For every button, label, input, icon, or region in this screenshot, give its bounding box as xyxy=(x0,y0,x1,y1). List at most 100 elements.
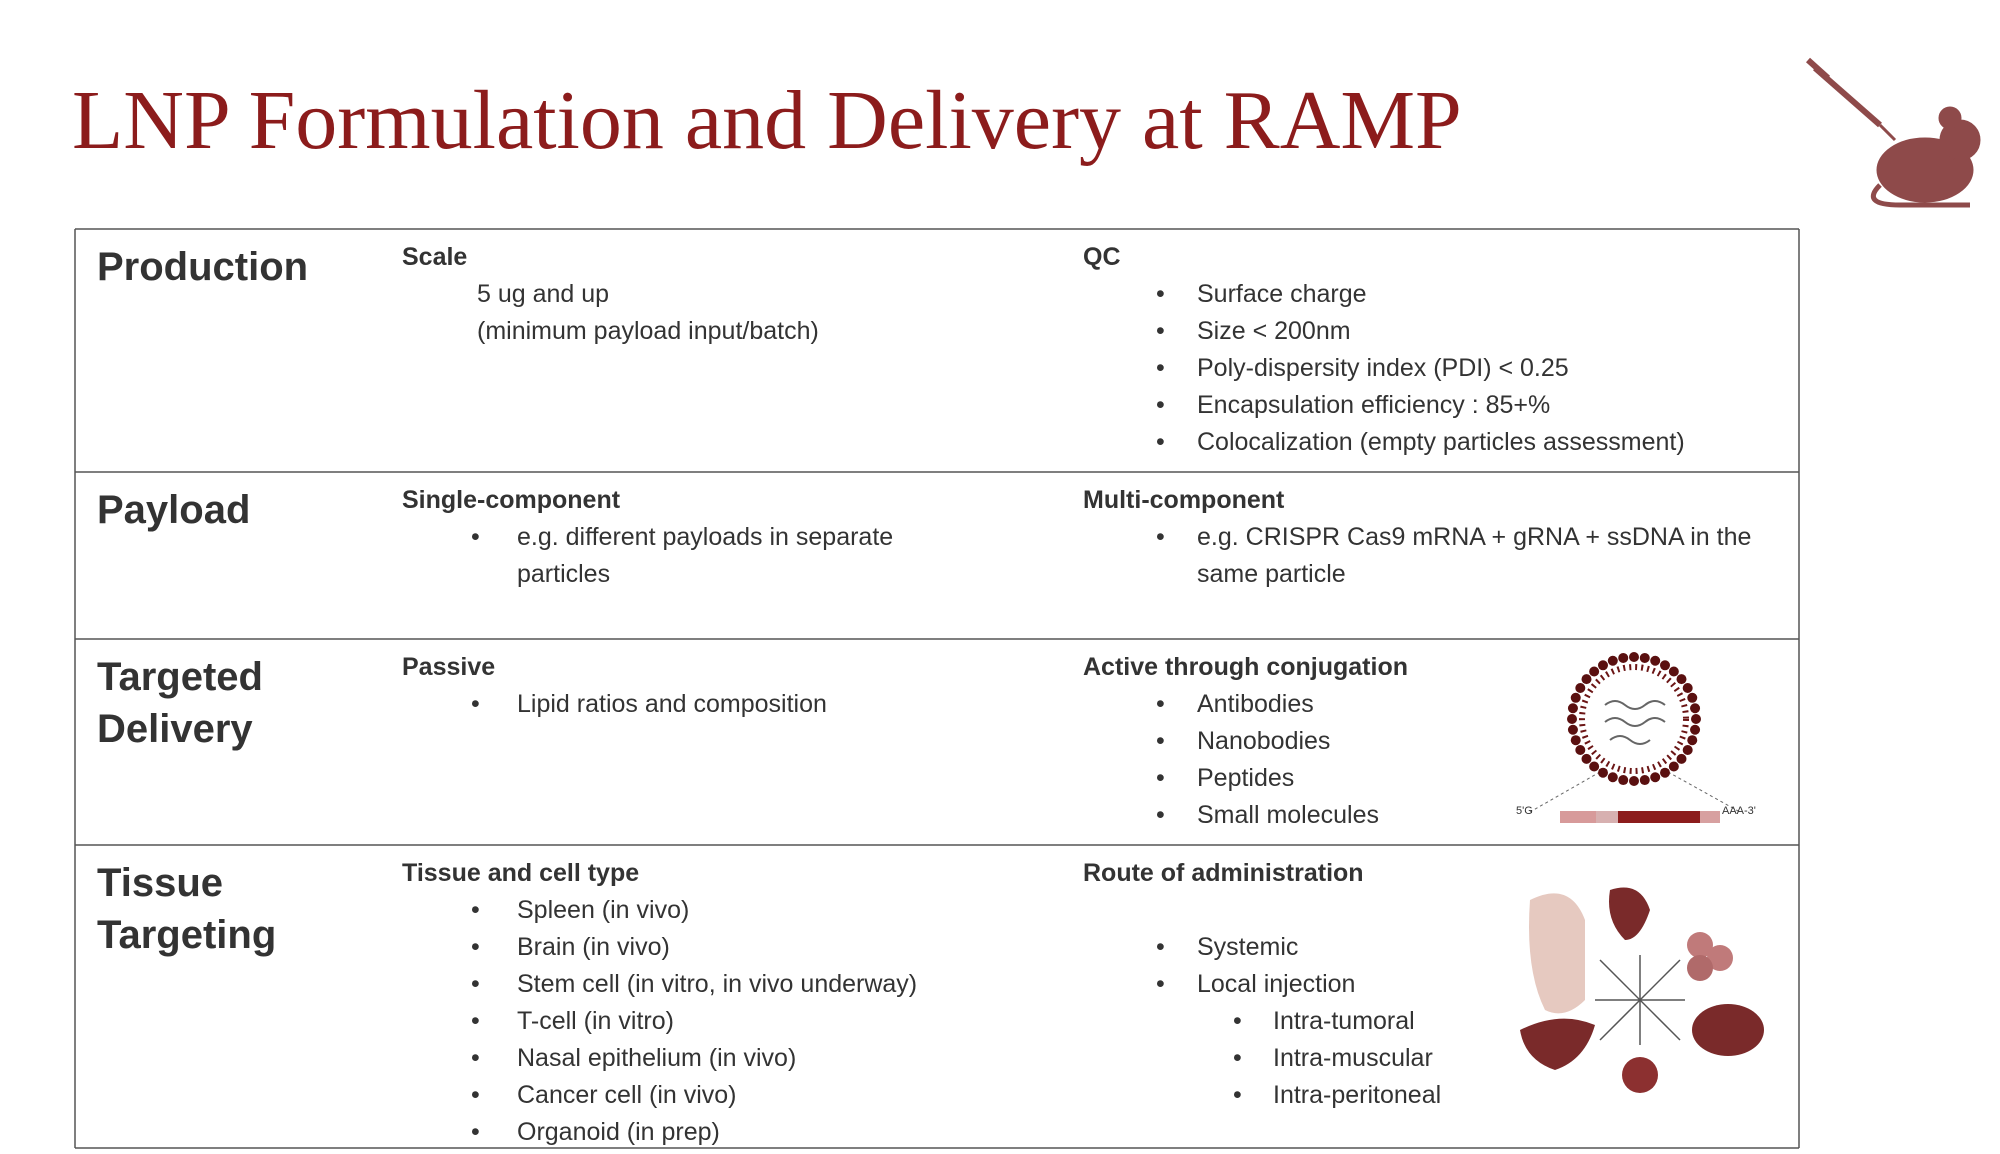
row-label: Payload xyxy=(97,488,251,532)
organs-diagram xyxy=(1520,887,1764,1093)
lipid-head xyxy=(1575,745,1586,755)
lipid-head xyxy=(1660,660,1670,671)
lipid-head xyxy=(1676,674,1687,685)
bullet: • xyxy=(471,1081,480,1109)
lipid-head xyxy=(1660,767,1670,778)
bullet: • xyxy=(1156,354,1165,382)
column-heading: Active through conjugation xyxy=(1083,653,1408,681)
column-heading: QC xyxy=(1083,243,1121,271)
lipid-head xyxy=(1690,724,1701,735)
list-item: e.g. different payloads in separate part… xyxy=(517,523,894,588)
lipid-head xyxy=(1629,776,1639,786)
column-heading: Single-component xyxy=(402,486,621,514)
column-heading: Passive xyxy=(402,653,496,681)
bullet: • xyxy=(1156,391,1165,419)
bullet: • xyxy=(1156,933,1165,961)
list-item: Cancer cell (in vivo) xyxy=(517,1081,737,1109)
slide-title: LNP Formulation and Delivery at RAMP xyxy=(72,74,1462,167)
sub-item: Intra-muscular xyxy=(1273,1044,1433,1072)
bullet: • xyxy=(1233,1044,1242,1072)
list-item: Stem cell (in vitro, in vivo underway) xyxy=(517,970,918,998)
lipid-head xyxy=(1639,775,1650,786)
column-heading: Multi-component xyxy=(1083,486,1285,514)
list-item: Nasal epithelium (in vivo) xyxy=(517,1044,797,1072)
lipid-head xyxy=(1618,775,1629,786)
lipid-head xyxy=(1567,724,1578,735)
lipid-head xyxy=(1691,714,1701,724)
list-item: Local injection xyxy=(1197,970,1356,998)
bullet: • xyxy=(471,970,480,998)
bullet: • xyxy=(1156,317,1165,345)
lipid-head xyxy=(1668,761,1679,772)
sub-item: Intra-peritoneal xyxy=(1273,1081,1442,1109)
list-item: Brain (in vivo) xyxy=(517,933,670,961)
text-line: (minimum payload input/batch) xyxy=(477,317,819,345)
bullet: • xyxy=(471,523,480,551)
lipid-head xyxy=(1575,683,1586,693)
table-lines xyxy=(74,228,1800,1149)
bullet: • xyxy=(471,1118,480,1146)
lipid-head xyxy=(1589,761,1600,772)
lipid-head xyxy=(1618,652,1629,663)
list-item: Peptides xyxy=(1197,764,1295,792)
bullet: • xyxy=(471,1044,480,1072)
list-item: Lipid ratios and composition xyxy=(517,690,827,718)
mouse-icon xyxy=(1805,57,1981,208)
bullet: • xyxy=(471,1007,480,1035)
diagram-label: 5'G xyxy=(1516,805,1533,817)
lipid-head xyxy=(1570,735,1581,746)
lipid-head xyxy=(1607,772,1618,783)
bullet: • xyxy=(1156,690,1165,718)
lipid-head xyxy=(1581,753,1592,764)
list-item: Spleen (in vivo) xyxy=(517,896,690,924)
bullet: • xyxy=(1156,523,1165,551)
lipid-head xyxy=(1687,735,1698,746)
bullet: • xyxy=(1156,428,1165,456)
list-item: e.g. CRISPR Cas9 mRNA + gRNA + ssDNA in … xyxy=(1197,523,1752,588)
list-item: Nanobodies xyxy=(1197,727,1331,755)
bullet: • xyxy=(471,933,480,961)
list-item: Antibodies xyxy=(1197,690,1314,718)
column-heading: Route of administration xyxy=(1083,859,1364,887)
lipid-head xyxy=(1650,772,1661,783)
list-item: Surface charge xyxy=(1197,280,1367,308)
lipid-head xyxy=(1589,666,1600,677)
row-label: Tissue Targeting xyxy=(97,861,277,957)
row-label: Production xyxy=(97,245,309,289)
list-item: Small molecules xyxy=(1197,801,1380,829)
sub-item: Intra-tumoral xyxy=(1273,1007,1415,1035)
bullet: • xyxy=(1156,801,1165,829)
list-item: Systemic xyxy=(1197,933,1299,961)
column-heading: Scale xyxy=(402,243,468,271)
list-item: Encapsulation efficiency : 85+% xyxy=(1197,391,1551,419)
lipid-head xyxy=(1607,655,1618,666)
lipid-head xyxy=(1690,703,1701,714)
bullet: • xyxy=(1233,1081,1242,1109)
lipid-head xyxy=(1629,652,1639,662)
bullet: • xyxy=(1156,727,1165,755)
lipid-head xyxy=(1687,692,1698,703)
bullet: • xyxy=(1156,764,1165,792)
column-heading: Tissue and cell type xyxy=(402,859,640,887)
list-item: Poly-dispersity index (PDI) < 0.25 xyxy=(1197,354,1569,382)
lipid-head xyxy=(1668,666,1679,677)
list-item: Size < 200nm xyxy=(1197,317,1351,345)
lipid-head xyxy=(1598,767,1608,778)
list-item: Colocalization (empty particles assessme… xyxy=(1197,428,1685,456)
lipid-head xyxy=(1567,714,1577,724)
lipid-head xyxy=(1639,652,1650,663)
bullet: • xyxy=(471,896,480,924)
bullet: • xyxy=(471,690,480,718)
bullet: • xyxy=(1233,1007,1242,1035)
lipid-head xyxy=(1570,692,1581,703)
row-label: Targeted Delivery xyxy=(97,655,263,751)
lipid-head xyxy=(1598,660,1608,671)
lipid-head xyxy=(1676,753,1687,764)
bullet: • xyxy=(1156,280,1165,308)
lipid-head xyxy=(1682,745,1693,755)
lipid-head xyxy=(1581,674,1592,685)
lnp-diagram xyxy=(1529,652,1741,823)
diagram-label: AAA-3' xyxy=(1722,805,1756,817)
